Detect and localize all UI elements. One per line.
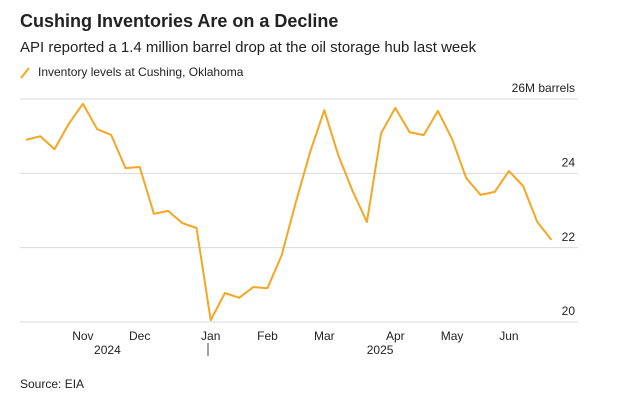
year-label: 2025 xyxy=(367,343,394,357)
chart-title: Cushing Inventories Are on a Decline xyxy=(20,11,338,31)
chart-subtitle: API reported a 1.4 million barrel drop a… xyxy=(20,39,477,56)
legend-label: Inventory levels at Cushing, Oklahoma xyxy=(38,65,244,79)
y-tick-label: 24 xyxy=(562,156,576,170)
x-tick-label: Feb xyxy=(257,329,278,343)
y-tick-label: 22 xyxy=(562,230,576,244)
x-tick-label: Nov xyxy=(72,329,93,343)
year-label: 2024 xyxy=(94,343,121,357)
series-line xyxy=(25,102,553,322)
x-tick-label: Dec xyxy=(129,329,150,343)
x-tick-label: Mar xyxy=(314,329,335,343)
y-tick-label: 26M barrels xyxy=(512,81,575,95)
x-tick-label: Jan xyxy=(201,329,220,343)
y-tick-label: 20 xyxy=(562,304,576,318)
source: Source: EIA xyxy=(20,377,84,391)
x-tick-label: May xyxy=(441,329,464,343)
x-tick-label: Jun xyxy=(499,329,518,343)
legend-swatch xyxy=(20,67,30,79)
x-tick-label: Apr xyxy=(386,329,405,343)
